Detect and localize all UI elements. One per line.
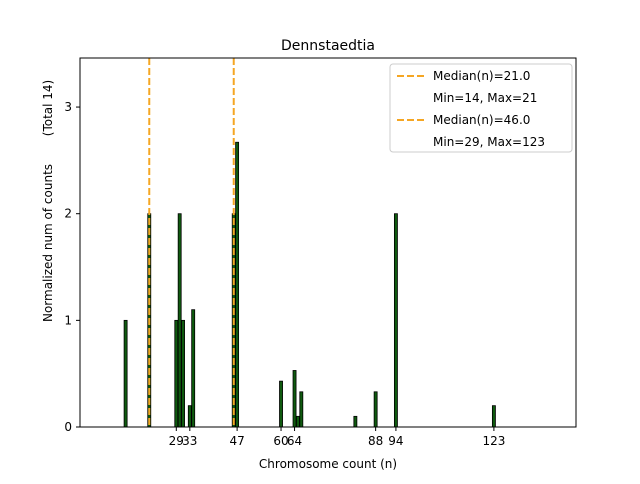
y-axis-label-total: (Total 14): [41, 80, 55, 136]
bar-82: [353, 415, 358, 428]
legend-range-2-label: Min=29, Max=123: [433, 135, 545, 149]
legend-range-1-label: Min=14, Max=21: [433, 91, 537, 105]
chart-title: Dennstaedtia: [281, 38, 375, 54]
bar-66: [299, 391, 304, 428]
bar-34: [191, 309, 196, 428]
x-tick-label: 94: [388, 434, 403, 448]
x-tick-label: 33: [182, 434, 197, 448]
y-tick-label: 0: [64, 420, 72, 434]
bar-64: [292, 370, 297, 428]
legend-median-1-label: Median(n)=21.0: [433, 69, 530, 83]
bar-14: [123, 319, 128, 428]
bar-60: [279, 380, 283, 428]
bars-group: [123, 141, 496, 428]
bar-123: [491, 405, 496, 428]
plot-frame: [79, 57, 577, 428]
bar-88: [373, 391, 378, 428]
bar-94: [393, 213, 398, 428]
y-tick-label: 1: [64, 313, 72, 327]
bar-65: [296, 415, 300, 428]
y-tick-label: 2: [64, 207, 72, 221]
x-axis-label: Chromosome count (n): [259, 457, 397, 471]
legend-box: [389, 63, 573, 153]
legend: Median(n)=21.0 Min=14, Max=21 Median(n)=…: [389, 63, 573, 153]
x-tick-label: 123: [482, 434, 505, 448]
bar-29: [174, 319, 179, 428]
y-ticks: 0 1 2 3: [64, 100, 80, 434]
x-tick-label: 60: [273, 434, 288, 448]
median-lines-group: [148, 58, 235, 427]
x-tick-label: 47: [229, 434, 244, 448]
y-axis-label: Normalized num of counts: [41, 164, 55, 322]
bar-47: [235, 141, 240, 428]
x-tick-label: 88: [368, 434, 383, 448]
x-tick-label: 29: [169, 434, 184, 448]
y-tick-label: 3: [64, 100, 72, 114]
x-tick-label: 64: [287, 434, 302, 448]
bar-33: [187, 405, 192, 428]
bar-31: [181, 319, 185, 428]
legend-median-2-label: Median(n)=46.0: [433, 113, 530, 127]
bar-30: [177, 213, 182, 428]
